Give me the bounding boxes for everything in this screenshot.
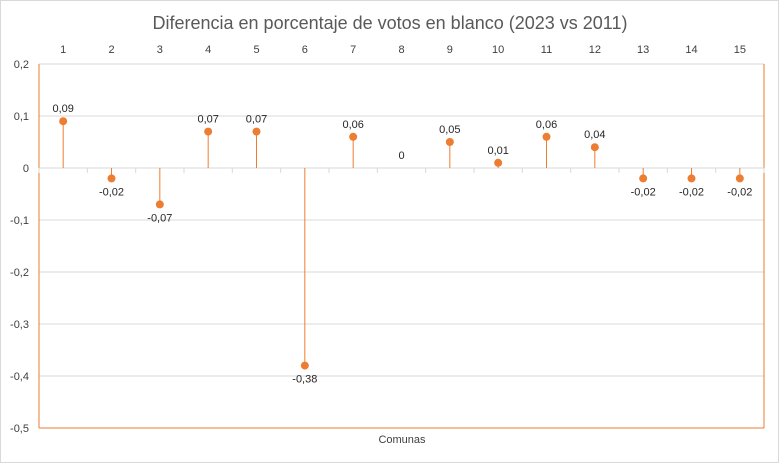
gridlines xyxy=(39,63,764,429)
data-label: -0,02 xyxy=(727,186,752,198)
data-label: 0,09 xyxy=(52,103,73,115)
data-point xyxy=(639,174,648,183)
y-tick-label: 0,2 xyxy=(14,59,29,71)
data-label: 0,04 xyxy=(584,129,605,141)
data-point xyxy=(542,132,551,141)
data-point xyxy=(300,361,309,370)
chart-title: Diferencia en porcentaje de votos en bla… xyxy=(153,13,628,33)
x-tick-label: 7 xyxy=(350,44,356,56)
data-label: 0 xyxy=(398,150,404,162)
data-point xyxy=(204,127,213,136)
x-tick-label: 13 xyxy=(637,44,649,56)
axes xyxy=(38,64,765,429)
data-point xyxy=(735,174,744,183)
data-label: 0,06 xyxy=(536,119,557,131)
x-tick-label: 12 xyxy=(589,44,601,56)
x-tick-label: 5 xyxy=(253,44,259,56)
x-tick-label: 14 xyxy=(685,44,697,56)
x-tick-label: 15 xyxy=(734,44,746,56)
x-tick-label: 9 xyxy=(447,44,453,56)
data-point xyxy=(349,132,358,141)
x-tick-label: 11 xyxy=(541,44,552,56)
x-tick-label: 10 xyxy=(492,44,504,56)
data-label: -0,02 xyxy=(631,186,656,198)
x-tick-label: 2 xyxy=(108,44,114,56)
data-series xyxy=(59,117,744,370)
data-point xyxy=(59,117,68,126)
y-tick-label: -0,2 xyxy=(10,267,29,279)
y-axis-tick-labels: 0,2 0,1 0 -0,1 -0,2 -0,3 -0,4 -0,5 xyxy=(10,59,29,435)
data-label: 0,01 xyxy=(487,145,508,157)
data-label: 0,06 xyxy=(342,119,363,131)
data-label: -0,07 xyxy=(147,212,172,224)
data-label: -0,02 xyxy=(99,186,124,198)
data-label: -0,38 xyxy=(292,374,317,386)
x-tick-label: 1 xyxy=(60,44,66,56)
x-tick-label: 8 xyxy=(398,44,404,56)
y-tick-label: -0,5 xyxy=(10,423,29,435)
data-point xyxy=(445,138,454,146)
data-point xyxy=(252,127,261,136)
data-label: -0,02 xyxy=(679,186,704,198)
data-label: 0,07 xyxy=(246,114,267,126)
x-tick-label: 3 xyxy=(157,44,163,56)
x-axis-title: Comunas xyxy=(378,434,426,446)
y-tick-label: 0,1 xyxy=(14,111,29,123)
y-tick-label: -0,1 xyxy=(10,215,29,227)
x-tick-label: 4 xyxy=(205,44,211,56)
data-label: 0,05 xyxy=(439,124,460,136)
data-label: 0,07 xyxy=(197,114,218,126)
y-tick-label: -0,4 xyxy=(10,371,29,383)
data-labels: 0,09 -0,02 -0,07 0,07 0,07 -0,38 0,06 0 0,05 0,01… xyxy=(52,103,752,385)
x-tick-label: 6 xyxy=(302,44,308,56)
data-point xyxy=(155,200,164,209)
data-point xyxy=(107,174,116,183)
x-axis-tick-labels: 1 2 3 4 5 6 7 8 9 10 11 12 13 14 15 xyxy=(60,44,746,56)
y-tick-label: 0 xyxy=(23,163,29,175)
y-tick-label: -0,3 xyxy=(10,319,29,331)
data-point xyxy=(590,143,599,152)
data-point xyxy=(494,158,503,167)
data-point xyxy=(687,174,696,183)
